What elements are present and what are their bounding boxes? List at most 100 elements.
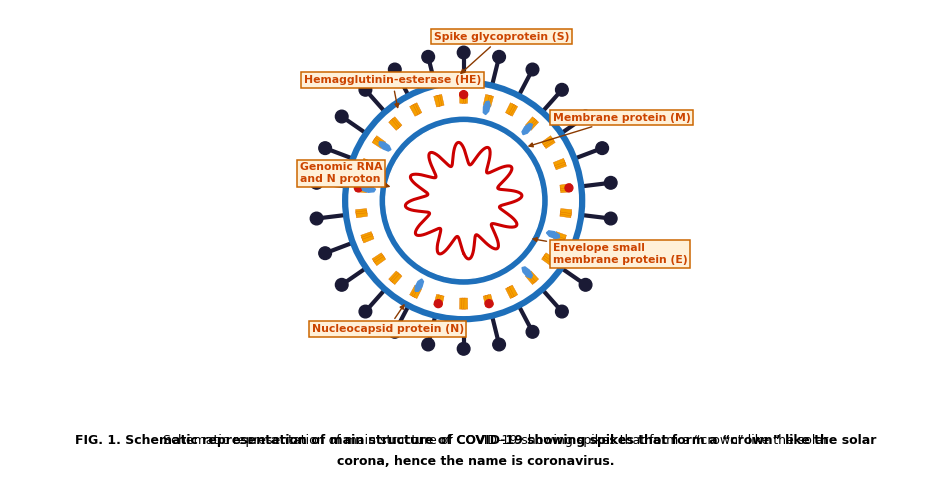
Polygon shape xyxy=(374,255,384,264)
Polygon shape xyxy=(529,271,538,282)
Circle shape xyxy=(579,110,592,123)
Polygon shape xyxy=(522,124,533,135)
Text: Hemagglutinin-esterase (HE): Hemagglutinin-esterase (HE) xyxy=(303,75,481,108)
Circle shape xyxy=(319,142,332,155)
Polygon shape xyxy=(389,120,398,130)
Polygon shape xyxy=(554,231,567,239)
Polygon shape xyxy=(390,272,400,283)
Polygon shape xyxy=(554,160,566,168)
Circle shape xyxy=(457,342,470,355)
Polygon shape xyxy=(483,94,490,106)
Polygon shape xyxy=(412,104,420,115)
Polygon shape xyxy=(410,105,418,116)
Polygon shape xyxy=(361,234,373,241)
Circle shape xyxy=(565,184,573,192)
Polygon shape xyxy=(437,94,444,106)
Polygon shape xyxy=(375,136,386,145)
Circle shape xyxy=(389,326,401,338)
Circle shape xyxy=(389,63,401,76)
Polygon shape xyxy=(356,184,367,188)
Polygon shape xyxy=(553,236,565,243)
Circle shape xyxy=(343,80,584,321)
Circle shape xyxy=(424,150,435,161)
Polygon shape xyxy=(483,295,490,307)
Polygon shape xyxy=(547,231,559,239)
Circle shape xyxy=(493,240,504,251)
Polygon shape xyxy=(509,105,517,116)
Polygon shape xyxy=(464,92,468,103)
Circle shape xyxy=(503,229,514,241)
Text: Membrane protein (M): Membrane protein (M) xyxy=(529,113,690,147)
Polygon shape xyxy=(508,104,515,115)
Circle shape xyxy=(406,173,417,185)
Circle shape xyxy=(457,46,470,59)
Polygon shape xyxy=(372,253,383,262)
Polygon shape xyxy=(362,158,374,166)
Circle shape xyxy=(596,247,609,259)
Polygon shape xyxy=(436,295,442,306)
Polygon shape xyxy=(356,213,367,218)
Circle shape xyxy=(414,161,424,172)
Circle shape xyxy=(514,202,525,213)
Circle shape xyxy=(479,247,491,258)
Polygon shape xyxy=(560,188,572,193)
Circle shape xyxy=(511,217,521,228)
Polygon shape xyxy=(560,211,572,216)
Polygon shape xyxy=(508,286,515,298)
Polygon shape xyxy=(437,295,444,307)
Polygon shape xyxy=(553,158,565,166)
Circle shape xyxy=(422,51,435,63)
Polygon shape xyxy=(560,184,572,188)
Polygon shape xyxy=(487,96,494,107)
Polygon shape xyxy=(459,92,463,103)
Circle shape xyxy=(465,251,476,262)
Circle shape xyxy=(526,326,539,338)
Circle shape xyxy=(479,143,491,154)
Circle shape xyxy=(485,300,493,308)
Text: Schematic representation of main structure of COVID-19 showing spikes that form : Schematic representation of main structu… xyxy=(123,434,828,447)
Polygon shape xyxy=(483,101,490,114)
Polygon shape xyxy=(464,298,468,309)
Polygon shape xyxy=(541,136,553,145)
Circle shape xyxy=(355,184,362,192)
Circle shape xyxy=(406,217,417,228)
Circle shape xyxy=(422,338,435,351)
Polygon shape xyxy=(506,287,514,298)
Circle shape xyxy=(435,300,442,308)
Polygon shape xyxy=(485,295,492,306)
Polygon shape xyxy=(506,103,514,114)
Circle shape xyxy=(555,305,568,318)
Circle shape xyxy=(526,63,539,76)
Polygon shape xyxy=(434,294,440,306)
Polygon shape xyxy=(360,162,373,170)
Polygon shape xyxy=(560,185,572,191)
Polygon shape xyxy=(509,285,517,297)
Polygon shape xyxy=(410,285,418,297)
Circle shape xyxy=(402,188,413,199)
Polygon shape xyxy=(356,185,367,191)
Circle shape xyxy=(459,91,468,99)
Polygon shape xyxy=(361,160,373,168)
Polygon shape xyxy=(356,188,367,193)
Text: FIG. 1. Schematic representation of main structure of COVID-19 showing spikes th: FIG. 1. Schematic representation of main… xyxy=(75,434,876,447)
Circle shape xyxy=(605,212,617,225)
Circle shape xyxy=(319,247,332,259)
Polygon shape xyxy=(554,162,567,170)
Circle shape xyxy=(514,188,525,199)
Circle shape xyxy=(555,84,568,96)
Circle shape xyxy=(386,123,541,279)
Polygon shape xyxy=(416,279,423,291)
Circle shape xyxy=(310,212,323,225)
Polygon shape xyxy=(527,272,537,283)
Polygon shape xyxy=(356,211,367,216)
Circle shape xyxy=(359,305,372,318)
Circle shape xyxy=(336,279,348,291)
Polygon shape xyxy=(522,267,533,278)
Circle shape xyxy=(414,229,424,241)
Polygon shape xyxy=(541,256,553,266)
Circle shape xyxy=(359,84,372,96)
Polygon shape xyxy=(525,117,535,128)
Polygon shape xyxy=(560,209,572,213)
Text: Spike glycoprotein (S): Spike glycoprotein (S) xyxy=(434,32,570,73)
Circle shape xyxy=(605,176,617,189)
